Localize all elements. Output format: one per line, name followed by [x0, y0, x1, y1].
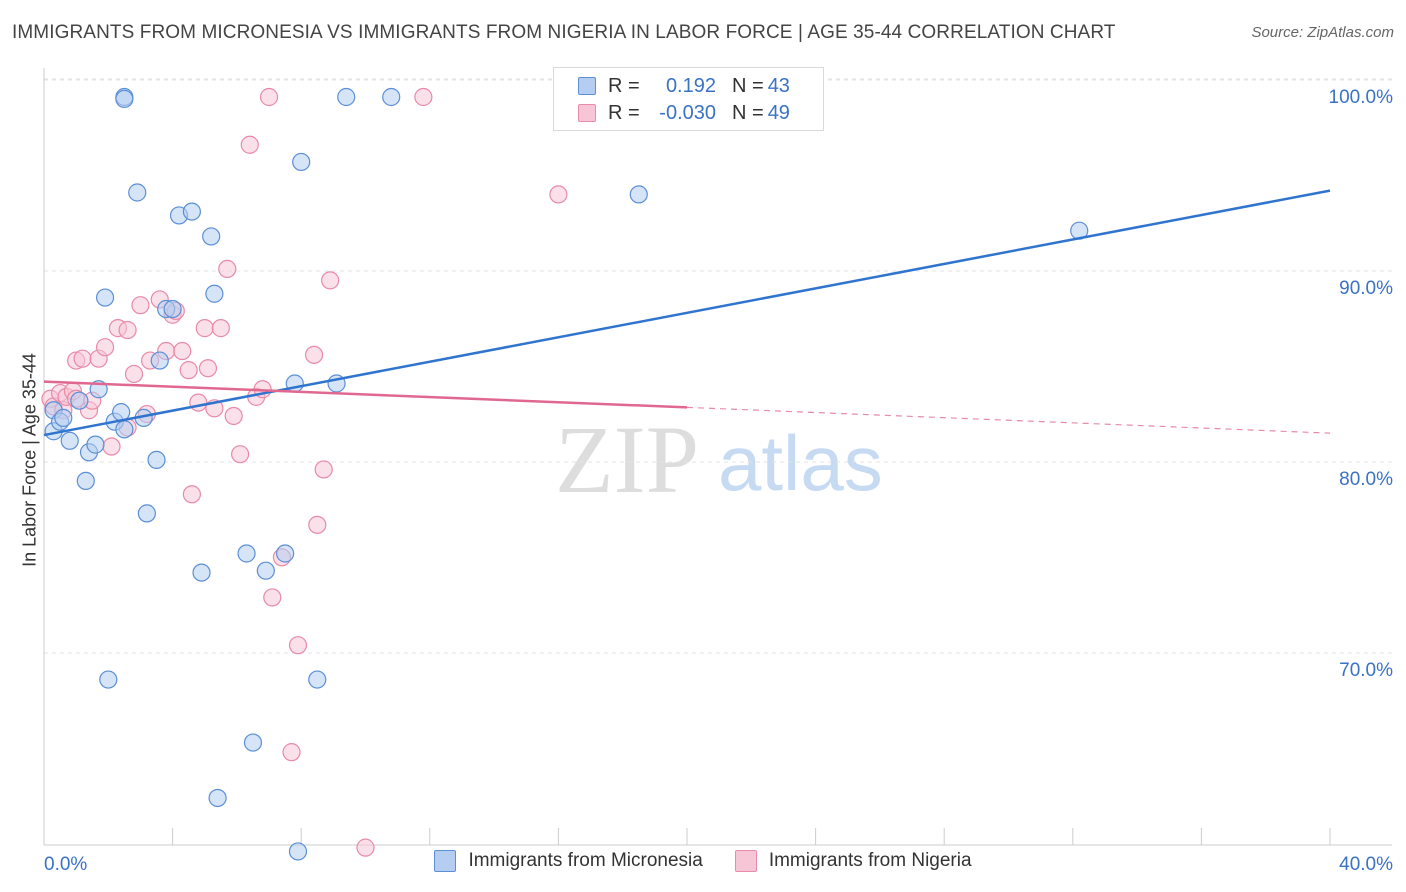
y-tick-label: 70.0%	[1339, 660, 1393, 681]
micronesia-point	[208, 788, 227, 808]
y-tick-label: 90.0%	[1339, 278, 1393, 299]
nigeria-point	[173, 341, 192, 361]
axes	[43, 68, 1392, 846]
legend-row-micronesia: R = 0.192 N = 43	[578, 73, 790, 99]
series-legend: Immigrants from Micronesia Immigrants fr…	[0, 850, 1406, 872]
micronesia-point	[99, 670, 118, 689]
y-axis-label: In Labor Force | Age 35-44	[19, 353, 40, 567]
watermark: ZIP atlas	[555, 406, 883, 513]
r-label: R =	[608, 101, 640, 124]
n-label: N =	[732, 74, 764, 97]
micronesia-point	[308, 670, 327, 689]
micronesia-point	[86, 435, 105, 454]
micronesia-point	[202, 227, 221, 246]
chart-title: IMMIGRANTS FROM MICRONESIA VS IMMIGRANTS…	[12, 22, 1116, 43]
micronesia-swatch	[578, 77, 596, 95]
micronesia-point	[192, 563, 211, 582]
nigeria-point	[102, 437, 121, 456]
micronesia-point	[115, 89, 134, 109]
nigeria-point	[263, 588, 282, 607]
nigeria-point	[259, 87, 279, 107]
nigeria-point	[211, 319, 230, 338]
grid-lines	[44, 78, 1392, 654]
y-tick-label: 100.0%	[1329, 87, 1394, 108]
nigeria-point	[414, 87, 433, 107]
micronesia-point	[382, 87, 401, 107]
micronesia-point	[182, 202, 201, 221]
micronesia-point	[163, 299, 182, 319]
micronesia-point	[205, 284, 224, 303]
nigeria-point	[304, 345, 324, 364]
micronesia-point	[60, 431, 79, 450]
x-tick-labels: 0.0% 40.0%	[44, 854, 1393, 875]
r-value-micronesia: 0.192	[665, 74, 716, 97]
n-value-nigeria: 49	[767, 101, 790, 124]
nigeria-point	[182, 485, 201, 504]
nigeria-point	[224, 406, 243, 426]
r-value-nigeria: -0.030	[659, 101, 716, 124]
nigeria-point	[308, 515, 327, 534]
legend-item-nigeria: Immigrants from Nigeria	[734, 850, 972, 872]
micronesia-point	[137, 504, 156, 523]
nigeria-point	[231, 445, 250, 464]
nigeria-point	[73, 349, 92, 368]
micronesia-point	[150, 351, 169, 370]
source-label: Source: ZipAtlas.com	[1251, 24, 1394, 41]
trend-line-nigeria-extrapolated	[686, 406, 1331, 434]
nigeria-point	[179, 361, 198, 380]
nigeria-points	[41, 87, 568, 857]
legend-label-nigeria: Immigrants from Nigeria	[768, 850, 972, 871]
micronesia-point	[243, 733, 263, 752]
nigeria-point	[189, 393, 208, 412]
micronesia-point	[337, 87, 356, 107]
trend-line-nigeria	[43, 380, 688, 409]
r-label: R =	[608, 74, 640, 97]
nigeria-point	[195, 319, 214, 338]
micronesia-point	[95, 288, 115, 307]
nigeria-swatch	[578, 104, 596, 122]
nigeria-point	[131, 296, 150, 315]
y-tick-label: 80.0%	[1339, 469, 1393, 490]
nigeria-point	[282, 743, 301, 762]
micronesia-point	[70, 391, 89, 410]
micronesia-point	[276, 544, 295, 563]
micronesia-point	[256, 561, 275, 580]
legend-row-nigeria: R = -0.030 N = 49	[578, 100, 790, 126]
nigeria-point	[314, 460, 333, 479]
trend-line-micronesia	[43, 189, 1331, 437]
nigeria-legend-swatch	[734, 850, 757, 872]
nigeria-point	[95, 338, 115, 357]
legend-item-micronesia: Immigrants from Micronesia	[434, 850, 703, 872]
watermark-zip: ZIP	[555, 406, 699, 513]
nigeria-point	[288, 636, 308, 655]
x-tick-label-min: 0.0%	[44, 854, 87, 875]
y-tick-labels: 70.0% 80.0% 90.0% 100.0%	[1329, 87, 1394, 681]
legend-label-micronesia: Immigrants from Micronesia	[468, 850, 703, 871]
n-value-micronesia: 43	[767, 74, 790, 97]
nigeria-point	[240, 135, 259, 154]
nigeria-point	[218, 259, 237, 278]
x-tick-label-max: 40.0%	[1339, 854, 1393, 875]
micronesia-point	[115, 420, 134, 439]
micronesia-point	[147, 450, 166, 469]
nigeria-point	[549, 185, 568, 204]
nigeria-point	[321, 271, 340, 290]
nigeria-point	[124, 364, 144, 384]
watermark-atlas: atlas	[718, 419, 883, 507]
micronesia-point	[237, 544, 256, 563]
micronesia-point	[292, 152, 311, 172]
nigeria-point	[118, 320, 137, 340]
micronesia-point	[54, 408, 73, 427]
trend-lines	[43, 189, 1331, 437]
n-label: N =	[732, 101, 764, 124]
micronesia-point	[288, 842, 308, 861]
nigeria-point	[198, 359, 218, 378]
micronesia-point	[128, 183, 147, 202]
micronesia-point	[76, 471, 95, 491]
correlation-legend: R = 0.192 N = 43 R = -0.030 N = 49	[553, 67, 824, 131]
micronesia-point	[629, 185, 648, 204]
micronesia-legend-swatch	[434, 850, 457, 872]
nigeria-point	[356, 838, 375, 857]
